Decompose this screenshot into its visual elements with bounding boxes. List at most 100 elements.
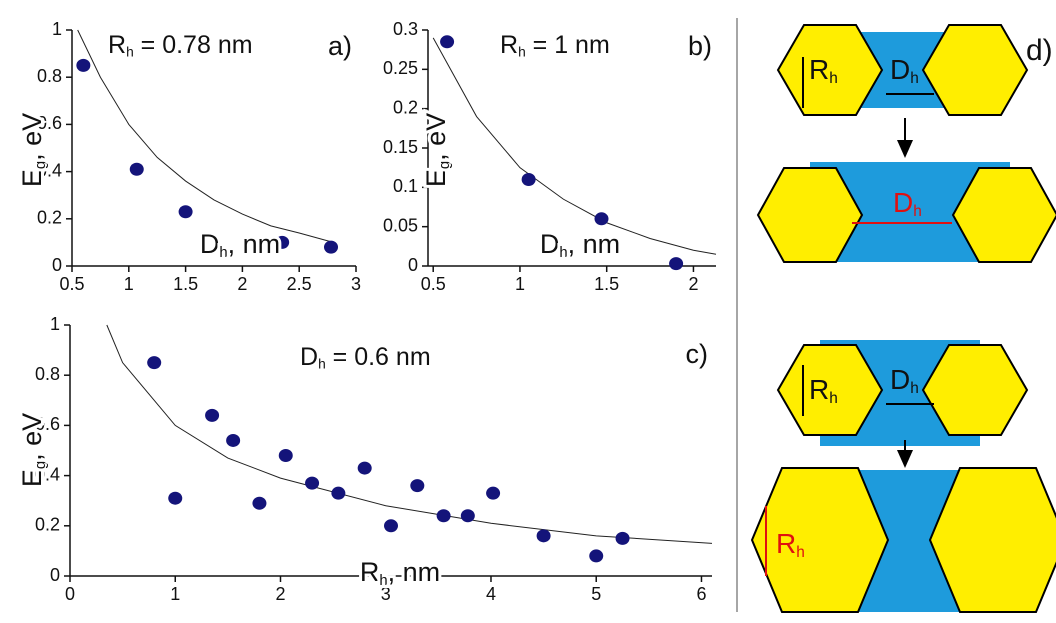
text-part: , eV	[17, 113, 47, 161]
text-part: E	[17, 469, 47, 487]
text-part: R	[108, 31, 126, 59]
data-point	[594, 212, 608, 225]
text-part: R	[500, 31, 518, 59]
y-tick-label: 0.05	[383, 215, 418, 235]
annotation: Dh = 0.6 nm	[300, 343, 431, 371]
y-tick-label: 1	[52, 19, 62, 39]
x-tick-label: 0	[65, 584, 75, 604]
text-part: h	[796, 544, 805, 561]
panel-label: a)	[328, 31, 352, 61]
text-part: E	[17, 169, 47, 187]
annotation: Rh = 0.78 nm	[108, 31, 253, 59]
y-tick-label: 0.2	[37, 208, 62, 228]
data-point	[437, 509, 451, 522]
text-part: = 0.78 nm	[134, 31, 253, 59]
y-tick-label: 0.8	[35, 364, 60, 384]
x-tick-label: 2.5	[287, 274, 312, 294]
x-tick-label: 2	[237, 274, 247, 294]
text-part: D	[540, 229, 560, 259]
x-tick-label: 1.5	[594, 274, 619, 294]
y-tick-label: 0.25	[383, 58, 418, 78]
text-part: g	[437, 161, 453, 169]
text-part: h	[379, 573, 387, 589]
data-point	[486, 487, 500, 500]
text-part: h	[318, 356, 326, 371]
text-part: E	[421, 169, 451, 187]
text-part: , eV	[17, 413, 47, 461]
data-point	[616, 532, 630, 545]
text-part: D	[200, 229, 220, 259]
text-part: h	[910, 70, 919, 87]
text-part: h	[126, 44, 134, 59]
data-point	[358, 462, 372, 475]
text-part: , nm	[388, 557, 441, 587]
text-part: , nm	[228, 229, 281, 259]
data-point	[147, 356, 161, 369]
text-part: h	[559, 245, 567, 261]
text-part: h	[913, 203, 922, 220]
text-part: g	[33, 461, 49, 469]
y-axis-label: Eg, eV	[421, 113, 453, 187]
text-part: h	[219, 245, 227, 261]
text-part: D	[890, 364, 910, 395]
y-tick-label: 1	[50, 314, 60, 334]
text-part: D	[300, 343, 318, 371]
data-point	[461, 509, 475, 522]
y-tick-label: 0	[52, 255, 62, 275]
text-part: h	[518, 44, 526, 59]
panel-label: c)	[686, 339, 709, 369]
panel-label: b)	[688, 31, 712, 61]
x-tick-label: 1	[515, 274, 525, 294]
x-tick-label: 2	[275, 584, 285, 604]
text-part: , nm	[568, 229, 621, 259]
x-axis-label: Rh, nm	[360, 557, 440, 589]
x-tick-label: 1.5	[173, 274, 198, 294]
diagram	[752, 25, 1056, 612]
x-tick-label: 2	[688, 274, 698, 294]
text-part: h	[829, 70, 838, 87]
x-tick-label: 3	[351, 274, 361, 294]
data-point	[522, 173, 536, 186]
data-point	[537, 529, 551, 542]
text-part: h	[829, 390, 838, 407]
x-axis-label: Dh, nm	[540, 229, 620, 261]
data-point	[168, 492, 182, 505]
text-part: R	[776, 528, 796, 559]
y-axis-label: Eg, eV	[17, 113, 49, 187]
text-part: R	[809, 54, 829, 85]
x-tick-label: 6	[696, 584, 706, 604]
fit-curve	[78, 30, 334, 242]
y-tick-label: 0.2	[393, 97, 418, 117]
figure: 0.511.522.5300.20.40.60.81Rh = 0.78 nma)…	[0, 0, 1056, 618]
data-point	[440, 35, 454, 48]
x-tick-label: 5	[591, 584, 601, 604]
panel-label: d)	[1026, 34, 1053, 67]
text-part: D	[893, 187, 913, 218]
text-part: D	[890, 54, 910, 85]
text-part: = 1 nm	[526, 31, 610, 59]
data-point	[205, 409, 219, 422]
hexagon	[752, 468, 888, 612]
y-axis-label: Eg, eV	[17, 413, 49, 487]
x-tick-label: 4	[486, 584, 496, 604]
data-point	[384, 519, 398, 532]
y-tick-label: 0.2	[35, 515, 60, 535]
arrow-head	[897, 450, 913, 468]
x-axis-label: Dh, nm	[200, 229, 280, 261]
text-part: g	[33, 161, 49, 169]
text-part: h	[910, 380, 919, 397]
y-tick-label: 0.1	[393, 176, 418, 196]
data-point	[324, 241, 338, 254]
fit-curve	[433, 38, 716, 254]
y-tick-label: 0.8	[37, 66, 62, 86]
data-point	[130, 163, 144, 176]
data-point	[226, 434, 240, 447]
data-point	[279, 449, 293, 462]
text-part: R	[360, 557, 380, 587]
arrow-head	[897, 140, 913, 158]
text-part: , eV	[421, 113, 451, 161]
y-tick-label: 0.15	[383, 137, 418, 157]
data-point	[410, 479, 424, 492]
y-tick-label: 0	[50, 565, 60, 585]
data-point	[179, 205, 193, 218]
